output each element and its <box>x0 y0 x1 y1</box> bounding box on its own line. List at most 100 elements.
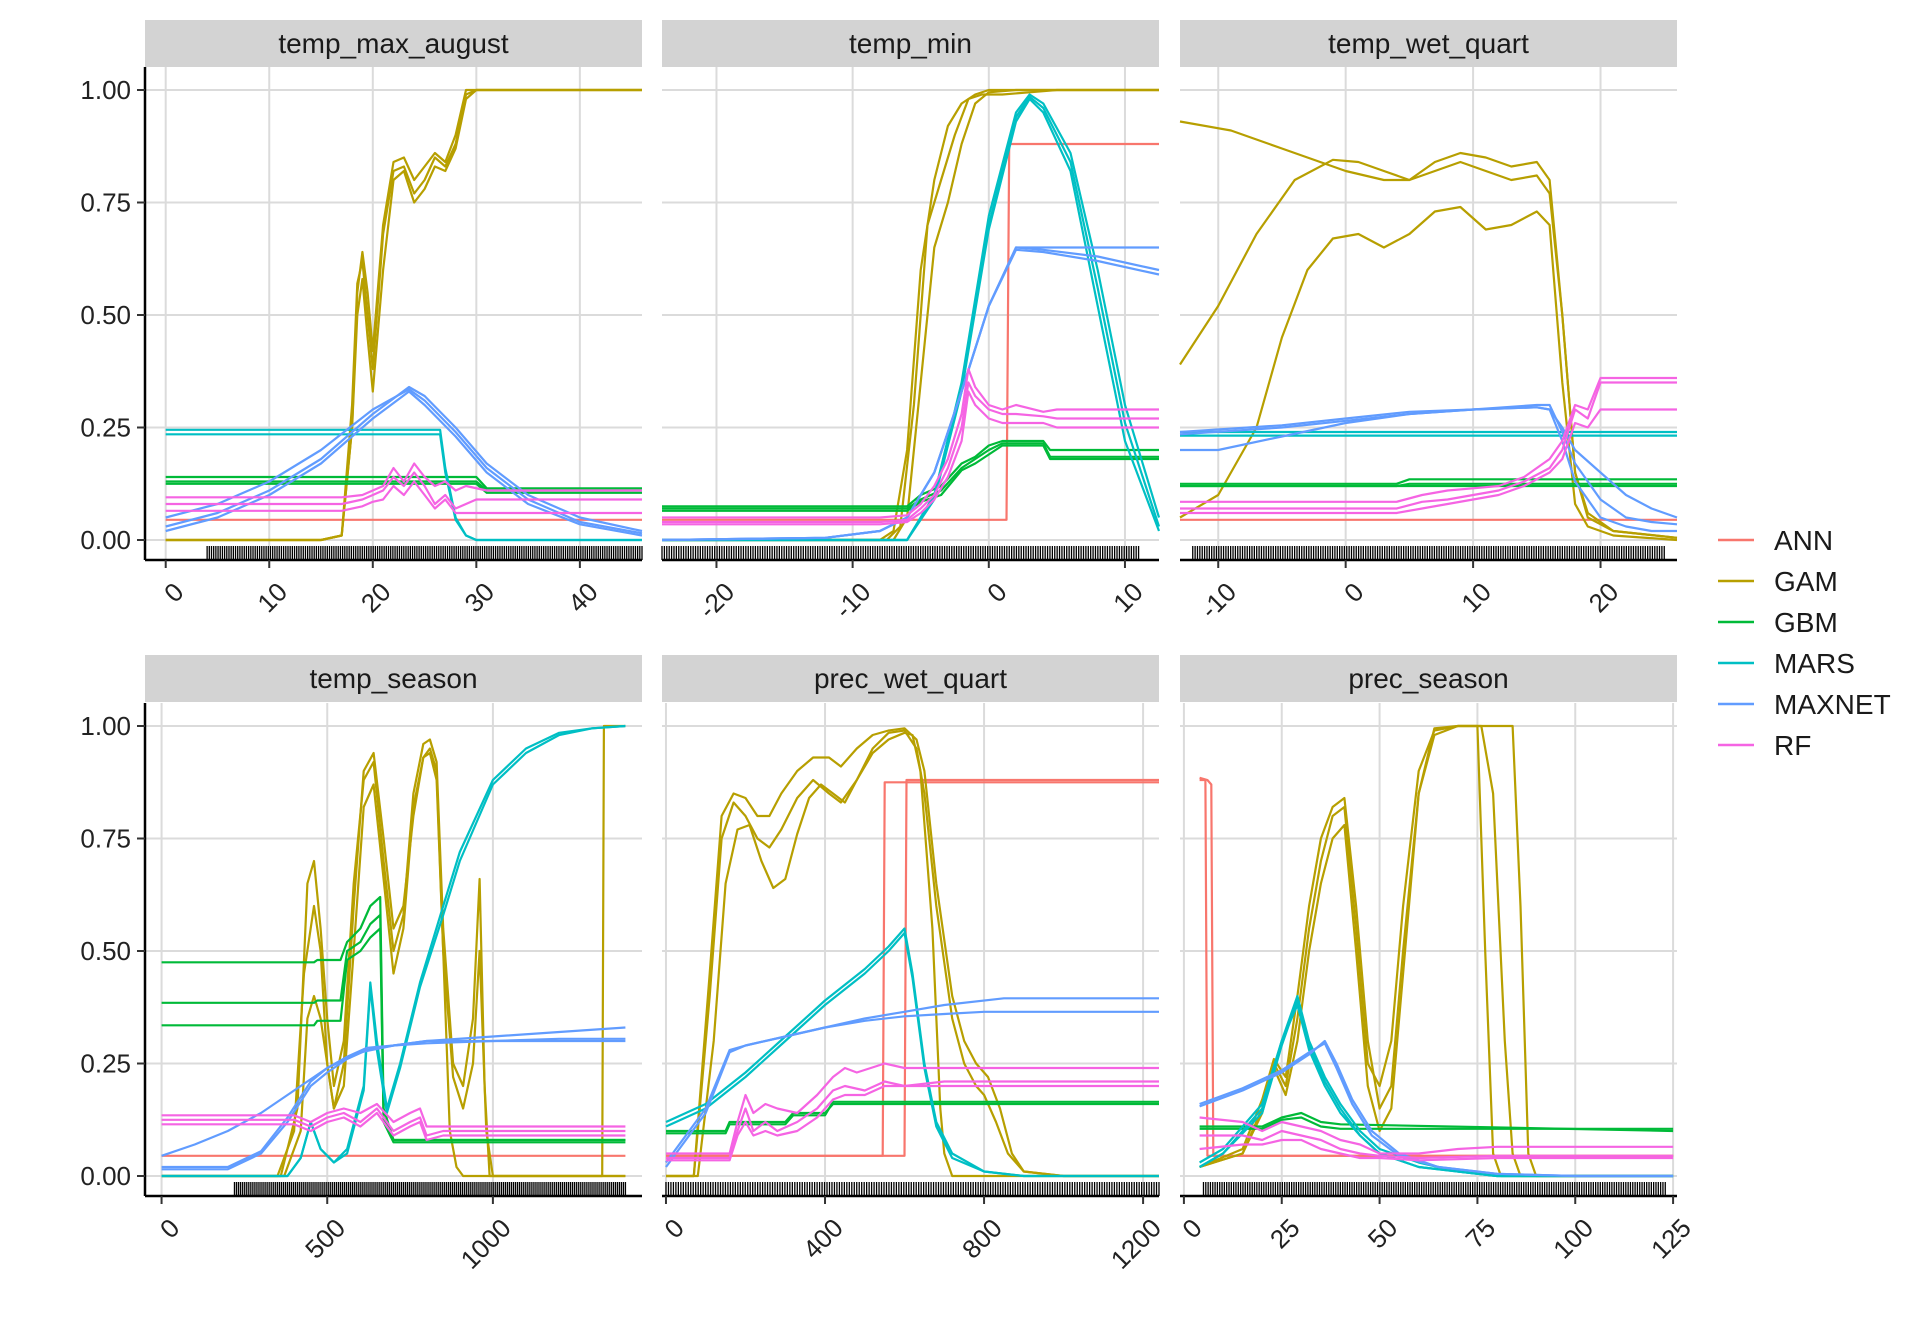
series-line-GAM <box>1179 151 1678 539</box>
facet-strip <box>662 655 1159 702</box>
series-line-MAXNET <box>1199 1042 1674 1178</box>
series-line-MAXNET <box>161 1037 626 1169</box>
series-line-MAXNET <box>661 246 1159 542</box>
series-line-RF <box>165 471 642 510</box>
series-line-GBM <box>666 1100 1159 1135</box>
series-line-RF <box>161 1102 626 1128</box>
series-line-ANN <box>1199 776 1674 1157</box>
series-line-GBM <box>1199 1111 1674 1133</box>
series-line-GBM <box>165 475 642 490</box>
series-line-GBM <box>161 895 626 1142</box>
rug <box>1202 1182 1666 1196</box>
legend-entry-MARS: MARS <box>1718 648 1855 679</box>
series-line-RF <box>161 1111 626 1142</box>
facet-strip <box>1180 20 1677 67</box>
y-tick-label: 0.75 <box>80 188 131 218</box>
series-line-RF <box>161 1107 626 1137</box>
facet-title: temp_max_august <box>278 28 509 59</box>
series-line-MAXNET <box>161 1026 626 1157</box>
x-tick-label: 1200 <box>1105 1213 1167 1275</box>
legend-label: ANN <box>1774 525 1833 556</box>
series-line-GAM <box>165 88 642 542</box>
series-line-GAM <box>1199 724 1674 1178</box>
x-tick-label: 30 <box>458 577 500 619</box>
y-tick-label: 0.00 <box>80 525 131 555</box>
y-tick-label: 0.75 <box>80 824 131 854</box>
x-tick-label: 20 <box>355 577 397 619</box>
series-line-RF <box>165 462 642 499</box>
facet-strip <box>1180 655 1677 702</box>
series-line-GBM <box>1180 478 1677 485</box>
x-tick-label: -20 <box>693 577 741 625</box>
legend: ANN GAM GBM MARS MAXNET RF <box>1718 525 1891 761</box>
x-tick-label: 1000 <box>455 1213 517 1275</box>
series-line-ANN <box>662 142 1159 521</box>
legend-entry-MAXNET: MAXNET <box>1718 689 1891 720</box>
series-line-GAM <box>161 747 626 1178</box>
legend-label: RF <box>1774 730 1811 761</box>
legend-entry-RF: RF <box>1718 730 1811 761</box>
x-tick-label: 0 <box>1176 1213 1207 1244</box>
y-tick-label: 0.25 <box>80 413 131 443</box>
x-tick-label: 10 <box>1107 577 1149 619</box>
x-tick-label: 500 <box>299 1213 351 1265</box>
y-tick-label: 0.25 <box>80 1049 131 1079</box>
series-line-MAXNET <box>665 1010 1159 1168</box>
panel-temp_wet_quart: temp_wet_quart -10 0 10 20 <box>1179 20 1678 625</box>
panel-prec_wet_quart: prec_wet_quart 0 400 800 1200 <box>658 655 1167 1275</box>
series-line-GBM <box>662 444 1159 512</box>
series-line-GAM <box>662 88 1159 542</box>
facet-title: temp_min <box>849 28 972 59</box>
x-tick-label: 20 <box>1583 577 1625 619</box>
facet-title: temp_wet_quart <box>1328 28 1529 59</box>
panel-temp_min: temp_min -20 -10 0 10 <box>661 20 1161 625</box>
series-line-RF <box>1199 1138 1674 1162</box>
x-tick-label: 125 <box>1645 1213 1697 1265</box>
x-tick-label: 0 <box>154 1213 185 1244</box>
series-line-RF <box>662 367 1159 519</box>
x-tick-label: 10 <box>251 577 293 619</box>
rug <box>233 1182 627 1196</box>
rug <box>1192 546 1665 560</box>
series-line-GAM <box>662 88 1159 542</box>
legend-label: GAM <box>1774 566 1838 597</box>
series-line-MAXNET <box>161 1039 626 1171</box>
series-line-GAM <box>662 88 1159 542</box>
series-line-GAM <box>165 88 642 542</box>
x-tick-label: 0 <box>158 577 189 608</box>
series-line-GBM <box>161 927 626 1144</box>
panel-temp_max_august: temp_max_august 0 10 20 30 40 0.00 0.25 0.50 0.75… <box>80 20 643 619</box>
series-line-RF <box>1199 1129 1674 1160</box>
x-tick-label: 40 <box>562 577 604 619</box>
series-line-RF <box>1180 408 1677 515</box>
facet-title: temp_season <box>309 663 477 694</box>
series-line-MARS <box>665 927 1159 1178</box>
series-line-RF <box>1199 1116 1674 1155</box>
rug <box>206 546 643 560</box>
series-line-MAXNET <box>1179 403 1678 526</box>
series-line-MAXNET <box>165 388 643 535</box>
facet-title: prec_wet_quart <box>814 663 1007 694</box>
series-line-MARS <box>1199 1003 1674 1178</box>
x-tick-label: 800 <box>956 1213 1008 1265</box>
series-line-RF <box>1180 381 1677 510</box>
rug <box>665 1182 1160 1196</box>
facet-strip <box>145 20 642 67</box>
series-line-RF <box>666 1062 1159 1155</box>
x-tick-label: -10 <box>1194 577 1242 625</box>
facet-strip <box>145 655 642 702</box>
y-tick-label: 1.00 <box>80 75 131 105</box>
legend-entry-GBM: GBM <box>1718 607 1838 638</box>
panel-temp_season: temp_season 0 500 1000 0.00 0.25 0.50 0.75 1.00 <box>80 655 642 1275</box>
series-line-GAM <box>666 731 1159 1178</box>
series-line-MARS <box>665 931 1159 1178</box>
series-line-RF <box>666 1080 1159 1160</box>
y-tick-label: 0.00 <box>80 1161 131 1191</box>
y-tick-label: 1.00 <box>80 711 131 741</box>
series-line-RF <box>662 381 1159 524</box>
x-tick-label: 10 <box>1455 577 1497 619</box>
series-line-RF <box>666 1084 1159 1162</box>
series-line-GBM <box>1199 1116 1674 1130</box>
x-tick-label: 0 <box>658 1213 689 1244</box>
